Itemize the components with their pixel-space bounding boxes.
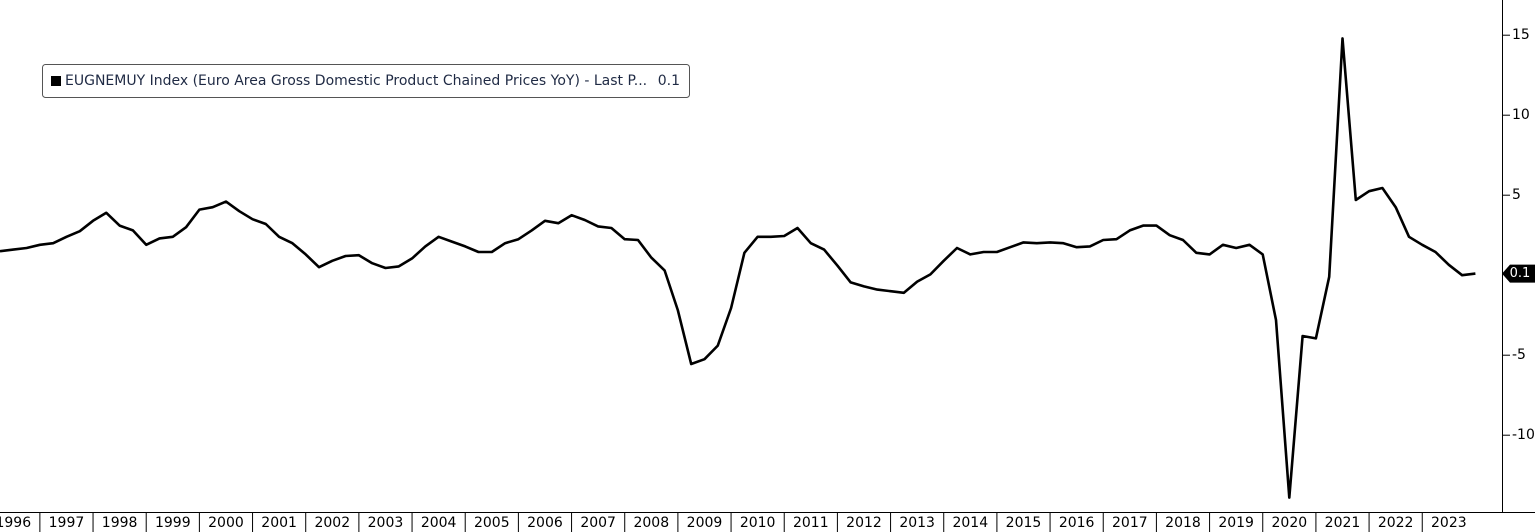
x-tick-label: 2020 <box>1272 515 1308 531</box>
x-tick-label: 2023 <box>1431 515 1467 531</box>
x-tick-label: 2002 <box>314 515 350 531</box>
x-tick-label: 2021 <box>1325 515 1361 531</box>
x-tick-label: 2003 <box>368 515 404 531</box>
x-tick-label: 2008 <box>633 515 669 531</box>
x-tick-label: 1997 <box>49 515 85 531</box>
x-tick-label: 1998 <box>102 515 138 531</box>
y-tick-label: -5 <box>1512 347 1526 363</box>
x-tick-label: 2011 <box>793 515 829 531</box>
y-tick-label: 10 <box>1512 107 1530 123</box>
legend-label: EUGNEMUY Index (Euro Area Gross Domestic… <box>65 73 647 89</box>
last-value-label: 0.1 <box>1510 266 1531 281</box>
x-tick-label: 2000 <box>208 515 244 531</box>
legend-box <box>42 64 690 98</box>
x-tick-label: 2015 <box>1006 515 1042 531</box>
x-tick-label: 2019 <box>1218 515 1254 531</box>
line <box>0 37 1476 499</box>
x-tick-label: 2012 <box>846 515 882 531</box>
y-tick-label: 5 <box>1512 187 1521 203</box>
x-tick-label: 2009 <box>687 515 723 531</box>
x-tick-label: 2022 <box>1378 515 1414 531</box>
x-tick-label: 2001 <box>261 515 297 531</box>
x-tick-label: 2005 <box>474 515 510 531</box>
x-tick-label: 2014 <box>952 515 988 531</box>
legend-value: 0.1 <box>658 73 680 89</box>
x-tick-label: 1996 <box>0 515 31 531</box>
x-tick-label: 2010 <box>740 515 776 531</box>
x-tick-label: 1999 <box>155 515 191 531</box>
x-tick-label: 2017 <box>1112 515 1148 531</box>
legend-marker <box>51 76 61 86</box>
x-tick-label: 2013 <box>899 515 935 531</box>
x-tick-label: 2018 <box>1165 515 1201 531</box>
last-value-tag <box>1502 264 1535 283</box>
x-tick-label: 2016 <box>1059 515 1095 531</box>
x-tick-label: 2007 <box>580 515 616 531</box>
x-tick-label: 2004 <box>421 515 457 531</box>
x-tick-label: 2006 <box>527 515 563 531</box>
y-tick-label: -10 <box>1512 427 1535 443</box>
y-tick-label: 15 <box>1512 27 1530 43</box>
